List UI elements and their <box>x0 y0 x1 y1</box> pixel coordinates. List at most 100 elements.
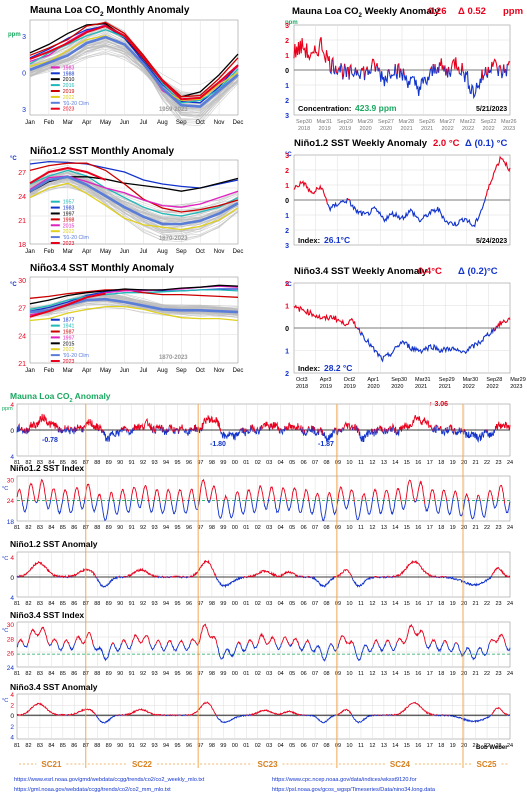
timeseries-segment <box>159 500 167 515</box>
year-tick: 93 <box>152 671 158 677</box>
timeseries-segment <box>113 498 121 516</box>
year-tick: 91 <box>129 601 135 607</box>
x-tick-label: Sep29 <box>337 119 353 125</box>
year-tick: 19 <box>450 601 456 607</box>
timeseries-segment <box>348 489 355 503</box>
timeseries-segment <box>452 490 459 502</box>
timeseries-segment <box>387 425 392 432</box>
timeseries-segment <box>58 575 61 578</box>
x-tick-label: May <box>100 249 111 255</box>
x-tick-label: Mar29 <box>358 119 374 125</box>
timeseries-segment <box>168 575 172 579</box>
x-tick-label: Sep30 <box>296 119 312 125</box>
solar-cycle-label: SC24 <box>390 760 411 769</box>
timeseries-segment <box>246 714 249 716</box>
timeseries-segment <box>495 421 511 430</box>
legend-label: 2022 <box>63 229 75 235</box>
timeseries-segment <box>199 478 209 501</box>
timeseries-segment <box>389 714 391 716</box>
timeseries-segment <box>160 642 169 652</box>
timeseries-segment <box>132 427 135 432</box>
x-tick-year: 2022 <box>483 126 495 132</box>
weekly-anomaly-segment <box>462 69 483 100</box>
timeseries-segment <box>390 576 392 578</box>
weekly-anomaly-segment <box>450 57 460 74</box>
year-tick: 05 <box>289 743 295 749</box>
unit-label: °C <box>2 486 8 492</box>
y-tick-label: 0 <box>10 713 14 720</box>
timeseries-segment <box>21 499 29 513</box>
timeseries-segment <box>279 428 281 434</box>
legend-label: 1983 <box>63 65 75 71</box>
timeseries-segment <box>299 713 303 716</box>
weekly-anomaly-segment <box>349 63 353 74</box>
timeseries-segment <box>168 427 170 432</box>
year-tick: 05 <box>289 525 295 531</box>
year-tick: 83 <box>37 525 43 531</box>
timeseries-segment <box>305 638 311 645</box>
year-tick: 11 <box>358 743 364 749</box>
year-tick: 90 <box>117 671 123 677</box>
timeseries-segment <box>437 714 442 717</box>
timeseries-segment <box>373 575 378 578</box>
timeseries-segment <box>182 499 190 514</box>
timeseries-segment <box>464 429 486 443</box>
year-tick: 88 <box>94 671 100 677</box>
y-tick-label: 4 <box>10 734 14 741</box>
historical-year-line <box>29 171 239 224</box>
y-tick-label: 1 <box>285 83 289 90</box>
timeseries-segment <box>236 640 242 645</box>
timeseries-segment <box>124 708 156 716</box>
x-tick-year: 2021 <box>421 126 433 132</box>
weekly-anomaly-segment <box>344 63 347 77</box>
timeseries-segment <box>198 427 201 434</box>
x-tick-label: May <box>100 120 111 126</box>
year-tick: 08 <box>323 743 329 749</box>
timeseries-segment <box>180 576 182 578</box>
timeseries-segment <box>352 427 354 431</box>
year-tick: 06 <box>301 460 307 466</box>
timeseries-segment <box>385 714 388 716</box>
year-tick: 07 <box>312 671 318 677</box>
timeseries-segment <box>57 643 65 652</box>
year-tick: 88 <box>94 525 100 531</box>
year-tick: 16 <box>415 671 421 677</box>
timeseries-segment <box>29 413 59 433</box>
year-tick: 88 <box>94 743 100 749</box>
timeseries-segment <box>436 424 439 431</box>
weekly-anomaly-segment <box>505 63 508 77</box>
x-tick-label: Sep <box>176 120 187 126</box>
timeseries-segment <box>98 429 100 432</box>
x-tick-label: Feb <box>44 368 55 374</box>
timeseries-segment <box>100 429 103 434</box>
weekly-anomaly-segment <box>506 60 511 66</box>
weekly-delta-value: Δ (0.1) °C <box>465 138 507 149</box>
timeseries-segment <box>153 489 161 503</box>
year-tick: 99 <box>220 601 226 607</box>
weekly-anomaly-segment <box>331 56 335 73</box>
timeseries-segment <box>441 575 445 579</box>
timeseries-segment <box>398 425 402 432</box>
timeseries-segment <box>248 713 251 716</box>
timeseries-segment <box>179 714 181 716</box>
year-tick: 93 <box>152 460 158 466</box>
year-tick: 82 <box>25 601 31 607</box>
x-tick-label: Apr <box>82 120 91 126</box>
x-tick-year: 2023 <box>503 126 515 132</box>
timeseries-segment <box>263 498 270 511</box>
year-tick: 12 <box>369 601 375 607</box>
timeseries-segment <box>209 485 218 502</box>
timeseries-segment <box>326 491 333 503</box>
timeseries-segment <box>392 714 395 717</box>
y-tick-label: 3 <box>22 107 26 114</box>
timeseries-segment <box>131 633 151 645</box>
x-tick-label: Mar <box>63 249 73 255</box>
timeseries-segment <box>180 714 184 717</box>
timeseries-segment <box>167 639 173 645</box>
timeseries-segment <box>250 424 254 432</box>
timeseries-segment <box>66 425 70 431</box>
timeseries-segment <box>158 575 161 578</box>
timeseries-segment <box>186 428 190 436</box>
timeseries-segment <box>319 498 328 522</box>
timeseries-segment <box>311 575 335 588</box>
